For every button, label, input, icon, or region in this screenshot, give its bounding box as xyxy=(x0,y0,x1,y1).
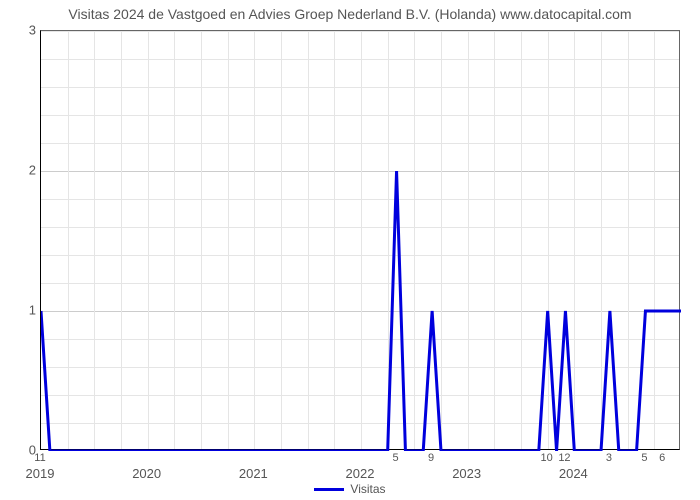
x-tick-label: 2021 xyxy=(239,466,268,481)
x-tick-label: 2023 xyxy=(452,466,481,481)
point-label: 5 xyxy=(392,452,398,464)
x-tick-label: 2019 xyxy=(26,466,55,481)
x-tick-label: 2022 xyxy=(346,466,375,481)
chart-title: Visitas 2024 de Vastgoed en Advies Groep… xyxy=(0,6,700,22)
point-label: 6 xyxy=(659,452,665,464)
x-tick-label: 2020 xyxy=(132,466,161,481)
y-tick-label: 1 xyxy=(18,303,36,318)
legend-label: Visitas xyxy=(350,482,385,496)
point-label: 10 xyxy=(541,452,553,464)
legend: Visitas xyxy=(0,482,700,496)
point-label: 5 xyxy=(641,452,647,464)
point-label: 12 xyxy=(558,452,570,464)
point-label: 3 xyxy=(606,452,612,464)
x-tick-label: 2024 xyxy=(559,466,588,481)
point-label: 11 xyxy=(34,452,45,464)
line-series xyxy=(41,31,681,451)
y-tick-label: 3 xyxy=(18,23,36,38)
plot-area xyxy=(40,30,680,450)
y-tick-label: 2 xyxy=(18,163,36,178)
legend-swatch xyxy=(314,488,344,491)
point-label: 9 xyxy=(428,452,434,464)
